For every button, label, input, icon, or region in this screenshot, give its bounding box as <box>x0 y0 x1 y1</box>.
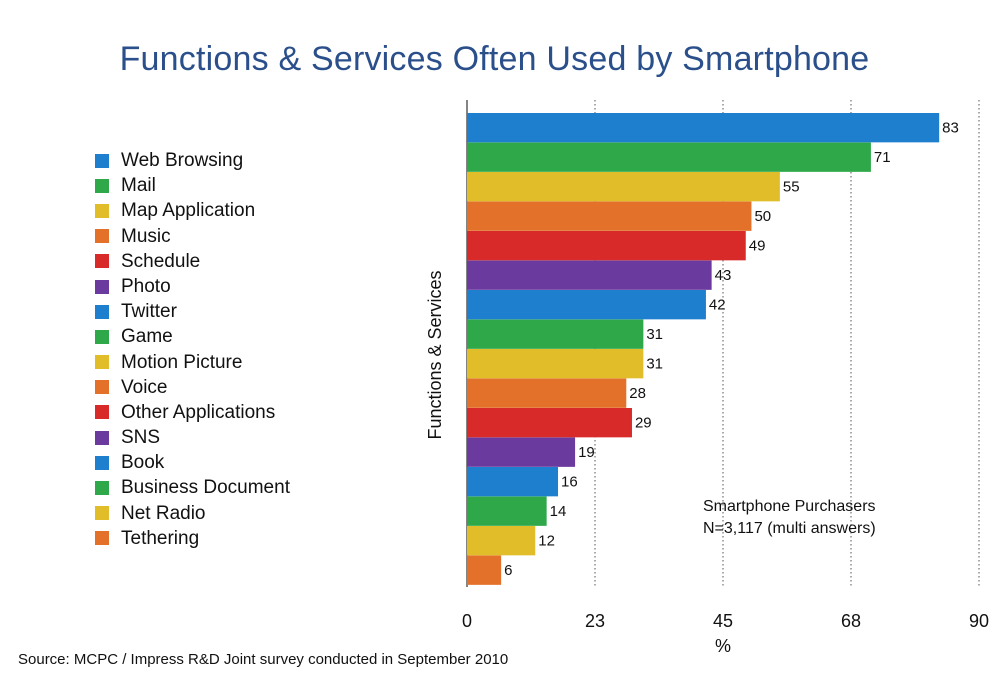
legend-item: Tethering <box>95 526 290 551</box>
legend-item: Motion Picture <box>95 350 290 375</box>
data-label: 16 <box>561 474 578 491</box>
x-tick-label: 23 <box>585 611 605 631</box>
legend-swatch <box>95 405 109 420</box>
data-label: 29 <box>635 415 652 432</box>
legend-label: Book <box>121 452 165 474</box>
data-label: 19 <box>578 444 595 461</box>
legend-label: Mail <box>121 175 156 197</box>
legend-swatch <box>95 430 109 445</box>
legend-item: SNS <box>95 425 290 450</box>
legend-swatch <box>95 329 109 344</box>
bar-game <box>467 319 644 349</box>
x-axis-label: % <box>715 636 731 656</box>
bar-sns <box>467 437 576 467</box>
data-label: 49 <box>749 238 766 255</box>
legend-label: Music <box>121 225 171 247</box>
data-label: 12 <box>538 533 555 550</box>
legend-swatch <box>95 178 109 193</box>
y-axis-label: Functions & Services <box>425 270 445 439</box>
legend-swatch <box>95 254 109 269</box>
legend-label: Business Document <box>121 477 290 499</box>
legend-item: Music <box>95 224 290 249</box>
legend-item: Mail <box>95 173 290 198</box>
x-tick-label: 0 <box>462 611 472 631</box>
source-note: Source: MCPC / Impress R&D Joint survey … <box>18 651 509 668</box>
legend-swatch <box>95 455 109 470</box>
legend-label: Motion Picture <box>121 351 243 373</box>
bar-map-application <box>467 172 780 202</box>
legend-item: Other Applications <box>95 400 290 425</box>
x-tick-label: 90 <box>969 611 989 631</box>
annotation-line: N=3,117 (multi answers) <box>703 520 876 537</box>
legend-swatch <box>95 506 109 521</box>
bar-tethering <box>467 555 502 585</box>
legend-swatch <box>95 481 109 496</box>
bar-music <box>467 201 752 231</box>
legend-swatch <box>95 229 109 244</box>
legend-swatch <box>95 279 109 294</box>
legend-label: SNS <box>121 427 161 449</box>
legend-label: Other Applications <box>121 401 276 423</box>
legend-item: Web Browsing <box>95 148 290 173</box>
x-tick-label: 45 <box>713 611 733 631</box>
data-label: 55 <box>783 179 800 196</box>
bar-book <box>467 467 559 497</box>
data-label: 42 <box>709 297 726 314</box>
bar-motion-picture <box>467 349 644 379</box>
legend-swatch <box>95 380 109 395</box>
bar-voice <box>467 378 627 408</box>
data-label: 71 <box>874 149 891 166</box>
legend-item: Book <box>95 450 290 475</box>
bar-business-document <box>467 496 547 526</box>
legend-item: Net Radio <box>95 501 290 526</box>
bar-mail <box>467 142 871 172</box>
data-label: 6 <box>504 562 512 579</box>
data-label: 43 <box>715 267 732 284</box>
data-label: 50 <box>754 208 771 225</box>
chart-title: Functions & Services Often Used by Smart… <box>119 40 870 78</box>
legend-item: Twitter <box>95 299 290 324</box>
legend-label: Tethering <box>121 527 200 549</box>
legend-item: Business Document <box>95 475 290 500</box>
legend-swatch <box>95 203 109 218</box>
x-tick-label: 68 <box>841 611 861 631</box>
legend-item: Map Application <box>95 198 290 223</box>
legend-swatch <box>95 304 109 319</box>
legend-label: Schedule <box>121 250 201 272</box>
bar-net-radio <box>467 526 536 556</box>
legend-swatch <box>95 153 109 168</box>
legend-item: Photo <box>95 274 290 299</box>
data-label: 28 <box>629 385 646 402</box>
legend-item: Game <box>95 324 290 349</box>
data-label: 31 <box>646 356 663 373</box>
data-label: 14 <box>550 503 567 520</box>
bar-schedule <box>467 231 746 261</box>
bar-other-applications <box>467 408 632 438</box>
bar-photo <box>467 260 712 290</box>
legend: Web Browsing Mail Map Application Music Sche… <box>95 148 290 551</box>
legend-swatch <box>95 531 109 546</box>
legend-label: Web Browsing <box>121 150 244 171</box>
legend-label: Game <box>121 326 173 348</box>
bar-twitter <box>467 290 706 320</box>
legend-label: Photo <box>121 275 171 297</box>
legend-label: Net Radio <box>121 502 206 524</box>
legend-label: Map Application <box>121 200 256 222</box>
legend-item: Schedule <box>95 249 290 274</box>
data-label: 31 <box>646 326 663 343</box>
legend-item: Voice <box>95 375 290 400</box>
annotation-line: Smartphone Purchasers <box>703 498 876 515</box>
legend-label: Twitter <box>121 301 177 323</box>
bar-web-browsing <box>467 113 940 143</box>
legend-label: Voice <box>121 376 168 398</box>
legend-swatch <box>95 355 109 370</box>
data-label: 83 <box>942 120 959 137</box>
